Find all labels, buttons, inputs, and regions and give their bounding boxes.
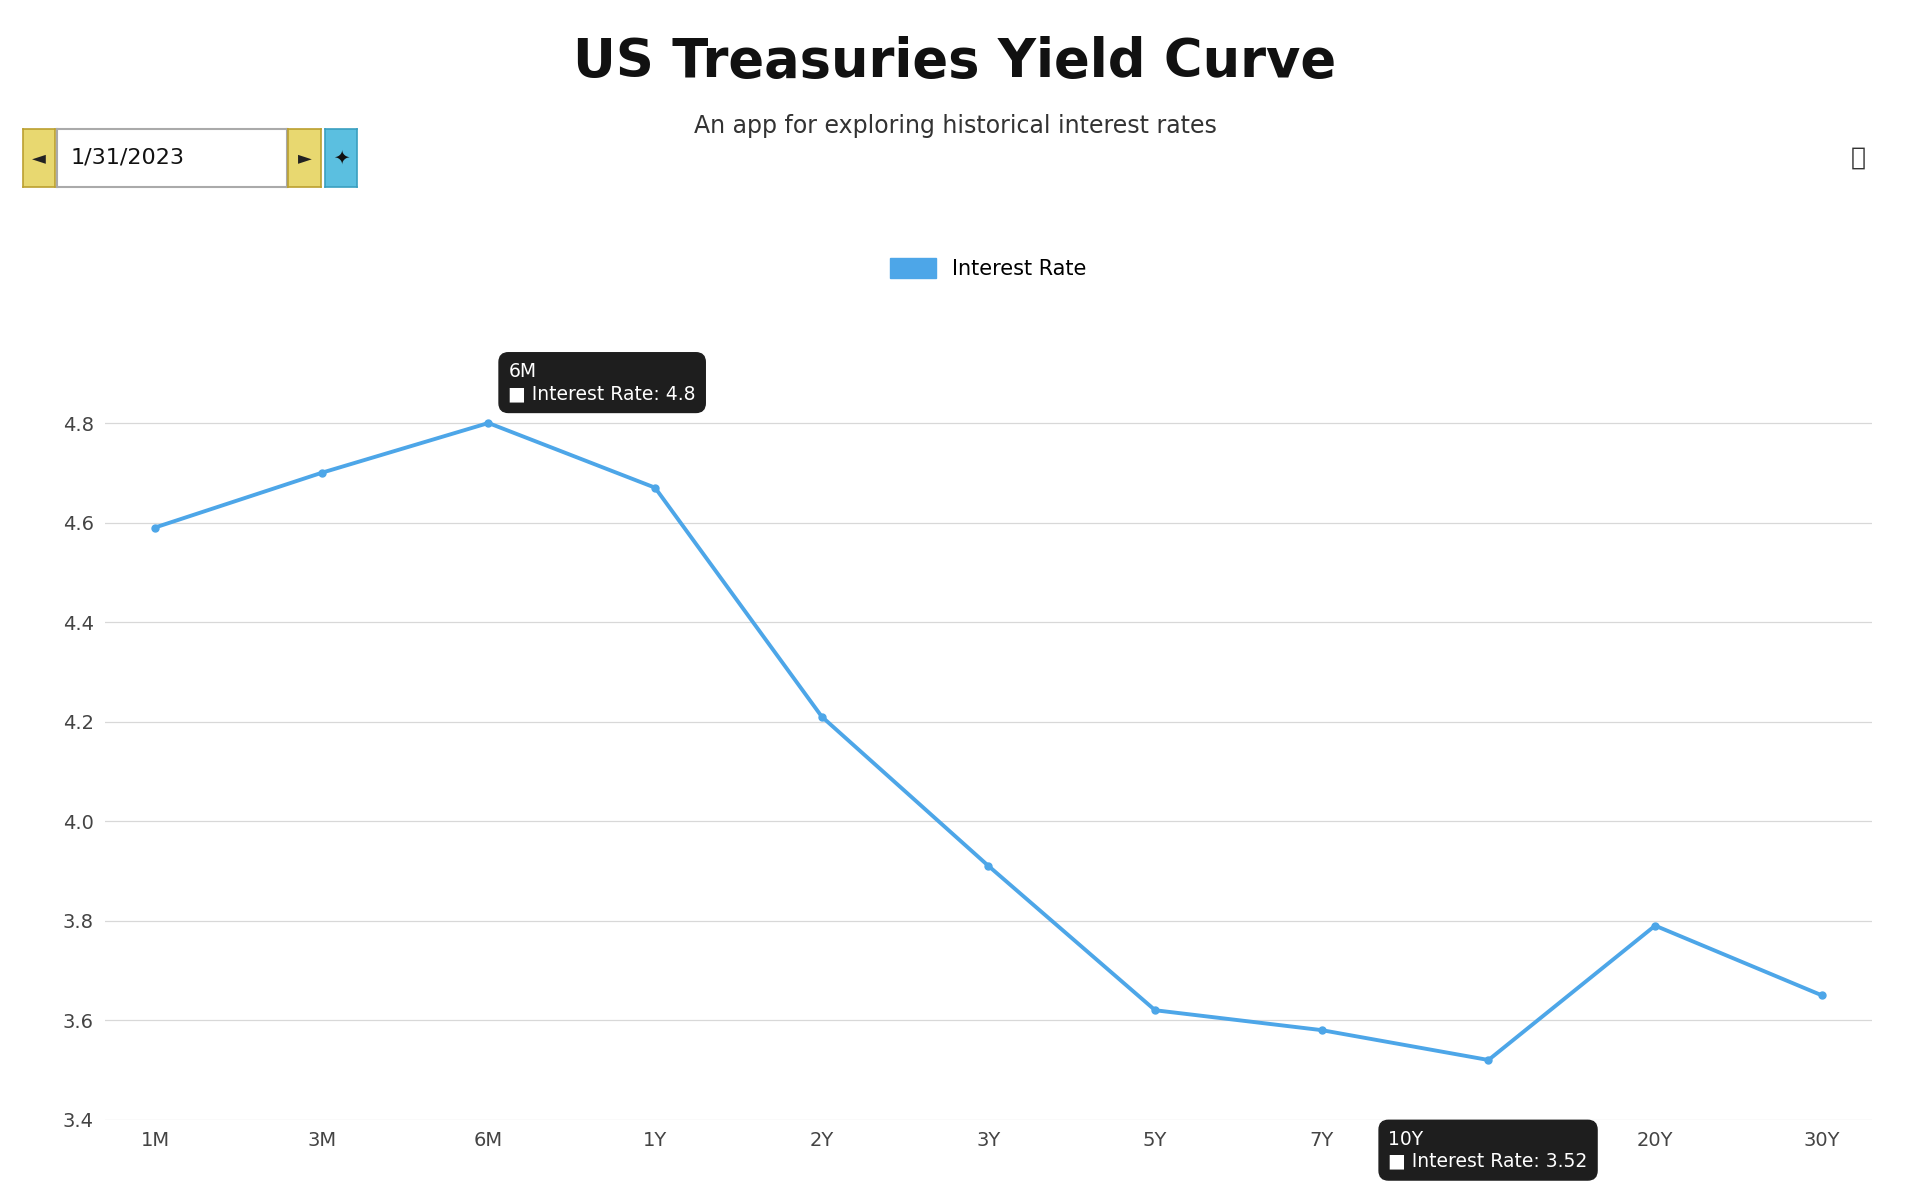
Text: 10Y
■ Interest Rate: 3.52: 10Y ■ Interest Rate: 3.52 [1389,1129,1587,1170]
Text: 6M
■ Interest Rate: 4.8: 6M ■ Interest Rate: 4.8 [508,362,695,403]
Text: 1/31/2023: 1/31/2023 [71,148,185,167]
Text: US Treasuries Yield Curve: US Treasuries Yield Curve [573,36,1337,88]
Text: An app for exploring historical interest rates: An app for exploring historical interest… [693,114,1217,138]
Text: ◄: ◄ [32,149,46,166]
Text: ►: ► [298,149,311,166]
Text: ✦: ✦ [332,148,350,167]
Legend: Interest Rate: Interest Rate [882,249,1094,287]
Text: ⎋: ⎋ [1851,146,1866,170]
